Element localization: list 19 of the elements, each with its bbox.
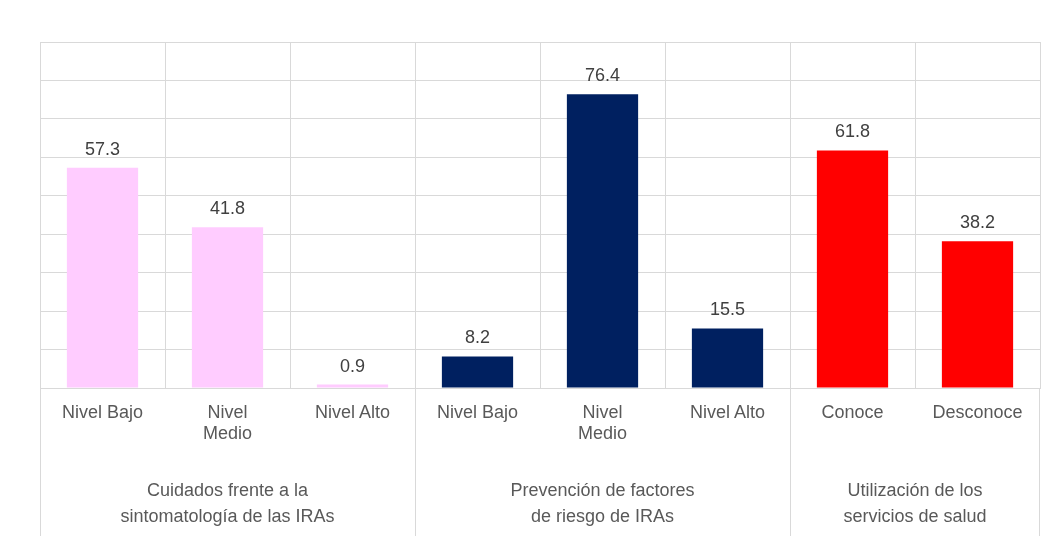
data-label: 57.3	[84, 138, 121, 159]
x-axis-title: Utilización de los servicios de salud	[843, 479, 987, 526]
x-tick-label: Desconoce	[932, 401, 1023, 422]
data-label: 41.8	[209, 198, 246, 219]
x-tick-label: Nivel Bajo	[61, 401, 144, 422]
x-tick-label: Conoce	[821, 401, 884, 422]
data-label: 61.8	[834, 121, 871, 142]
x-tick-label: Nivel Medio	[202, 401, 253, 444]
x-axis-title: Cuidados frente a la sintomatología de las IRAs	[120, 479, 335, 526]
x-axis-title: Prevención de factores de riesgo de IRAs	[510, 479, 695, 526]
x-tick-label: Nivel Bajo	[436, 401, 519, 422]
data-label: 8.2	[464, 327, 491, 348]
data-label: 76.4	[584, 65, 621, 86]
data-label: 0.9	[339, 355, 366, 376]
x-tick-label: Nivel Alto	[689, 401, 766, 422]
data-label: 15.5	[709, 299, 746, 320]
x-tick-label: Nivel Medio	[577, 401, 628, 444]
x-tick-label: Nivel Alto	[314, 401, 391, 422]
data-label: 38.2	[959, 212, 996, 233]
